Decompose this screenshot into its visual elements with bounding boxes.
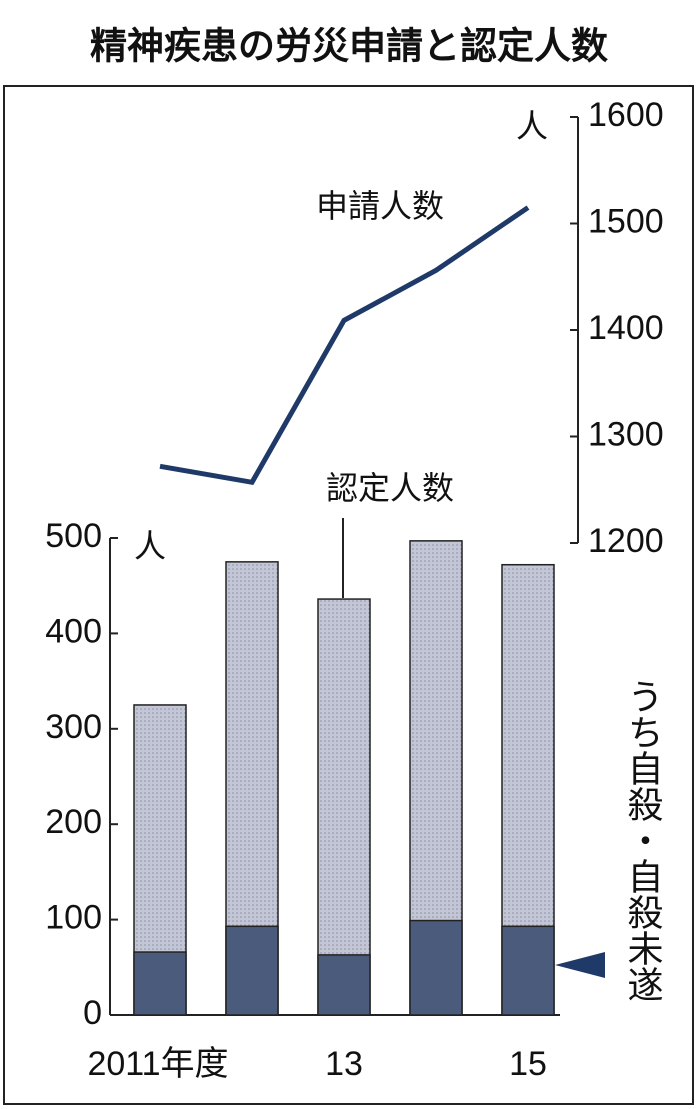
bar [317,598,371,1016]
y2-tick-label: 1300 [588,415,664,453]
y2-tick-label: 1200 [588,522,664,560]
x-tick-label: 2011年度 [87,1045,228,1083]
y-unit: 人 [134,527,166,565]
frame [3,85,694,1105]
bar-label: 認定人数 [326,469,454,507]
bar [225,925,279,1016]
y2-tick-label: 1400 [588,309,664,347]
line [159,205,530,486]
y-tick-label: 100 [45,899,102,937]
y2-unit: 人 [516,107,548,145]
y-tick-label: 500 [45,517,102,555]
pointer [555,952,605,978]
y2-tick-label: 1600 [588,96,664,134]
bar [133,951,187,1016]
y-tick-label: 200 [45,803,102,841]
x-tick-label: 15 [509,1045,547,1083]
line-label: 申請人数 [316,187,444,225]
suicide-label: うち自殺・自殺未遂 [622,678,663,1002]
bar [409,919,463,1016]
y-tick-label: 300 [45,708,102,746]
y2-tick-label: 1500 [588,202,664,240]
y-tick-label: 400 [45,612,102,650]
bar [317,954,371,1016]
y-tick-label: 0 [83,994,102,1032]
x-tick-label: 13 [325,1045,363,1083]
chart-title: 精神疾患の労災申請と認定人数 [90,25,608,68]
bar [501,925,555,1016]
